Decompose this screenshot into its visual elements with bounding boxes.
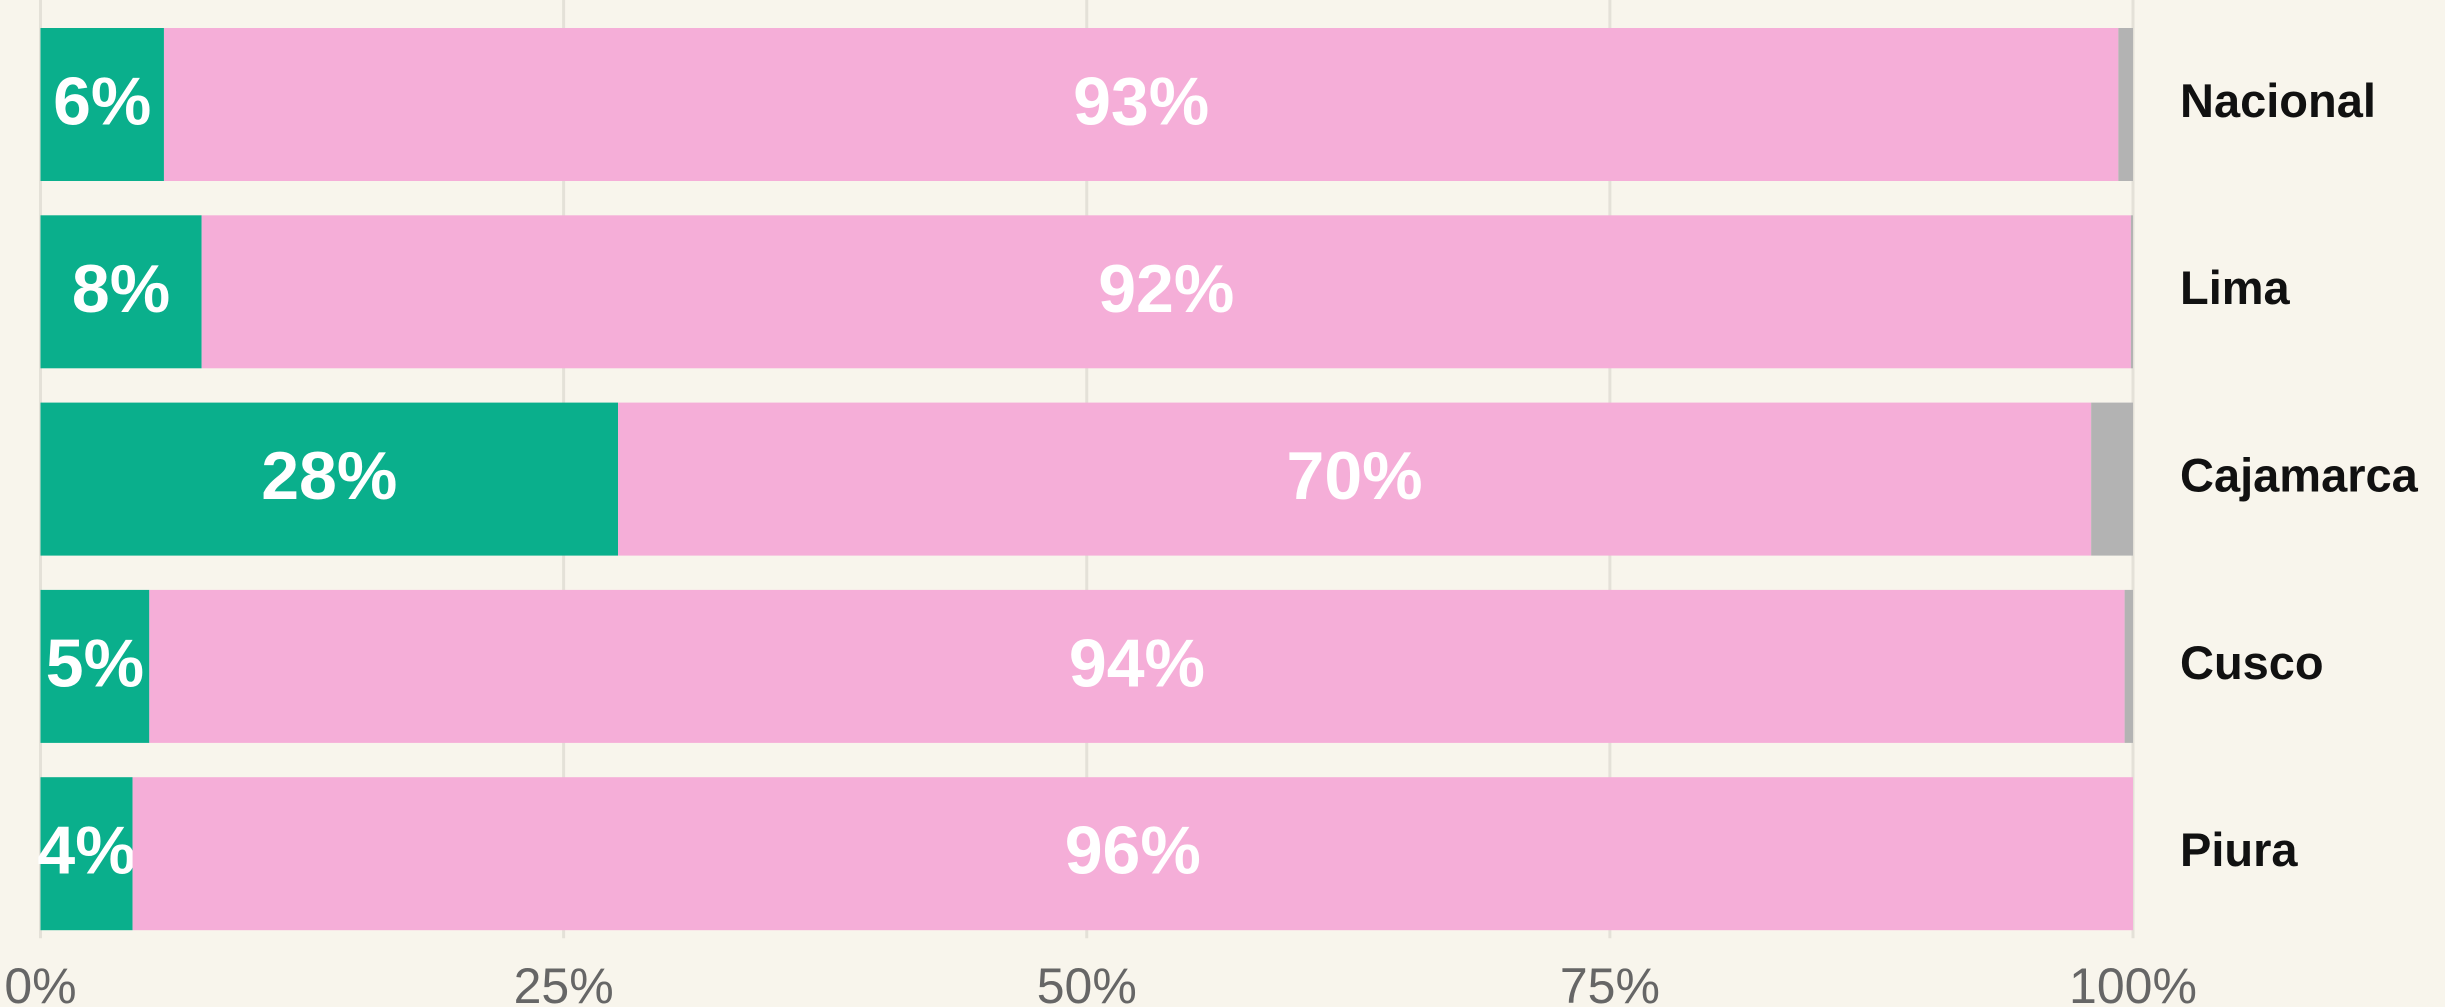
bar-segment bbox=[2124, 589, 2133, 743]
category-label: Cajamarca bbox=[2180, 449, 2419, 502]
value-label: 94% bbox=[1069, 625, 1205, 701]
bar-segment bbox=[201, 215, 2131, 369]
category-label: Lima bbox=[2180, 261, 2291, 314]
value-label: 96% bbox=[1065, 813, 1201, 889]
value-label: 6% bbox=[53, 63, 151, 139]
bar-segment bbox=[40, 215, 202, 369]
bar-segment bbox=[163, 28, 2119, 181]
bar-segment bbox=[618, 402, 2092, 556]
bar-segment bbox=[40, 777, 133, 931]
bar-segment bbox=[40, 589, 150, 743]
x-tick-label: 50% bbox=[1037, 958, 1137, 1007]
bar-segment bbox=[132, 777, 2133, 931]
x-tick-label: 100% bbox=[2069, 958, 2197, 1007]
bar-segment bbox=[40, 402, 619, 556]
x-tick-label: 0% bbox=[4, 958, 76, 1007]
bar-segment bbox=[40, 28, 164, 181]
bar-segment bbox=[149, 589, 2125, 743]
value-label: 5% bbox=[46, 625, 144, 701]
value-label: 92% bbox=[1098, 251, 1234, 327]
category-label: Nacional bbox=[2180, 74, 2376, 127]
value-label: 8% bbox=[72, 251, 170, 327]
value-label: 4% bbox=[37, 813, 135, 889]
category-label: Piura bbox=[2180, 823, 2298, 876]
value-label: 93% bbox=[1073, 63, 1209, 139]
bar-segment bbox=[2118, 28, 2133, 181]
value-label: 28% bbox=[261, 438, 397, 514]
bar-segment bbox=[2091, 402, 2133, 556]
bar-segment bbox=[2130, 215, 2133, 369]
x-tick-label: 75% bbox=[1560, 958, 1660, 1007]
x-tick-label: 25% bbox=[514, 958, 614, 1007]
category-label: Cusco bbox=[2180, 636, 2324, 689]
value-label: 70% bbox=[1287, 438, 1423, 514]
